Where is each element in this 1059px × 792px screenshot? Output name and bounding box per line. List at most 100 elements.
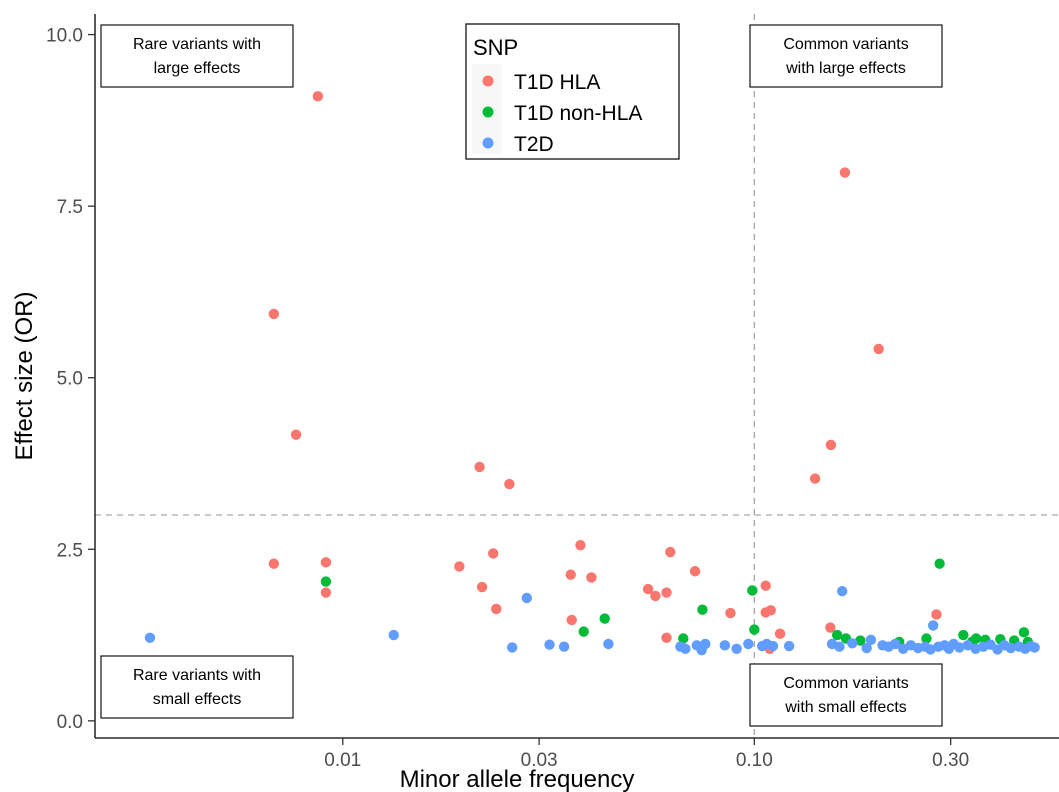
data-point — [847, 638, 858, 649]
data-point — [839, 167, 851, 178]
quadrant-label-box — [749, 24, 943, 88]
data-point — [268, 308, 280, 320]
x-axis-title: Minor allele frequency — [400, 766, 635, 792]
data-point — [931, 609, 942, 620]
data-point — [1018, 627, 1030, 638]
data-point — [743, 638, 754, 650]
legend-key — [482, 75, 494, 87]
quadrant-label-box — [100, 24, 294, 88]
axes — [94, 14, 1059, 739]
data-point — [725, 607, 736, 619]
data-point — [504, 478, 515, 490]
data-point — [700, 638, 711, 650]
quadrant-label-top-left: Rare variants with large effects — [100, 24, 294, 88]
y-tick-label: 7.5 — [57, 197, 83, 218]
data-point — [320, 587, 332, 598]
y-tick-label: 2.5 — [57, 540, 83, 561]
quadrant-label-line: small effects — [153, 691, 242, 708]
legend-key — [482, 106, 494, 118]
data-point — [865, 634, 877, 646]
quadrant-label-line: Common variants — [783, 36, 908, 53]
legend-label: T2D — [514, 133, 554, 156]
data-point — [760, 580, 771, 591]
data-point — [491, 603, 502, 615]
data-point — [809, 473, 821, 484]
quadrant-label-box — [100, 655, 294, 719]
quadrant-label-line: large effects — [154, 60, 241, 77]
data-point — [661, 632, 672, 644]
data-point — [719, 640, 731, 651]
y-axis-ticks: 0.0 2.5 5.0 7.5 10.0 — [46, 26, 95, 733]
data-point — [783, 640, 795, 652]
data-point — [1005, 642, 1017, 654]
data-point — [566, 614, 577, 626]
data-point — [861, 642, 872, 654]
data-point — [388, 629, 399, 641]
x-tick-label: 0.01 — [324, 750, 361, 771]
data-point — [925, 644, 936, 655]
data-point — [831, 629, 843, 641]
data-point — [678, 633, 689, 644]
quadrant-label-line: Rare variants with — [133, 36, 261, 53]
data-point — [312, 91, 324, 102]
y-tick-label: 10.0 — [46, 26, 83, 47]
quadrant-label-bottom-left: Rare variants with small effects — [100, 655, 294, 719]
data-point — [689, 566, 701, 577]
data-point — [680, 643, 691, 654]
quadrant-label-line: Rare variants with — [133, 667, 261, 684]
data-point — [661, 587, 672, 598]
data-point — [890, 638, 901, 650]
data-point — [487, 548, 499, 559]
data-point — [558, 641, 570, 652]
data-point — [603, 638, 614, 650]
data-point — [855, 635, 866, 646]
data-point — [665, 546, 676, 558]
legend-items: T1D HLA T1D non-HLA T2D — [482, 71, 642, 156]
x-tick-label: 0.30 — [932, 750, 969, 771]
data-point — [765, 605, 776, 616]
quadrant-annotations: Rare variants with large effects Common va… — [100, 24, 943, 727]
data-point — [774, 628, 786, 639]
y-tick-label: 0.0 — [57, 712, 83, 733]
data-point — [962, 640, 973, 651]
y-tick-label: 5.0 — [57, 369, 83, 390]
x-tick-label: 0.10 — [736, 750, 773, 771]
data-point — [268, 558, 280, 569]
x-axis-ticks: 0.01 0.03 0.10 0.30 — [324, 738, 969, 771]
data-point — [575, 539, 586, 551]
data-point — [290, 429, 302, 440]
data-point — [934, 558, 945, 569]
data-point — [650, 590, 661, 602]
reference-lines — [95, 14, 1059, 738]
data-point — [749, 624, 760, 635]
x-tick-label: 0.03 — [521, 750, 558, 771]
data-point — [731, 643, 742, 654]
data-point — [958, 629, 969, 641]
data-point — [544, 639, 555, 650]
data-point — [834, 641, 845, 652]
data-point — [586, 572, 597, 583]
data-point — [476, 581, 488, 593]
data-point — [599, 613, 610, 624]
data-point — [506, 642, 518, 653]
quadrant-label-bottom-right: Common variants with small effects — [749, 663, 943, 727]
data-point — [970, 633, 982, 644]
data-point — [642, 583, 654, 595]
data-point — [747, 585, 758, 596]
legend-key — [482, 137, 494, 149]
data-point — [578, 626, 589, 637]
data-point — [1029, 642, 1040, 653]
legend-label: T1D HLA — [514, 71, 600, 94]
data-point — [954, 642, 965, 653]
data-point — [873, 343, 884, 355]
quadrant-label-line: with large effects — [785, 60, 906, 77]
data-point — [697, 604, 708, 615]
data-point — [767, 640, 779, 652]
quadrant-label-line: Common variants — [783, 675, 908, 692]
data-points — [144, 91, 1040, 656]
data-point — [474, 461, 485, 473]
data-point — [454, 561, 465, 572]
data-point — [320, 576, 332, 587]
quadrant-label-line: with small effects — [784, 699, 907, 716]
